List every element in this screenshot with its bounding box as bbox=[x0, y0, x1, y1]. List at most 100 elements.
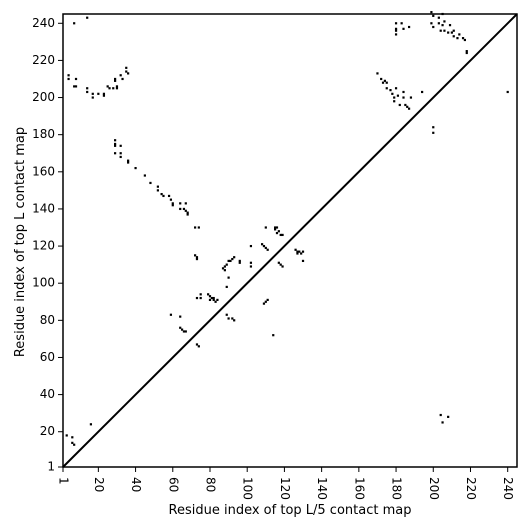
contact-point bbox=[249, 261, 253, 264]
x-axis-ticks: 1 20 40 60 80 100 120 140 160 180 200 220 240 bbox=[57, 467, 515, 500]
contact-point bbox=[91, 92, 94, 95]
contact-point bbox=[106, 85, 109, 88]
contact-point bbox=[402, 90, 405, 94]
contact-point bbox=[115, 87, 119, 90]
contact-point bbox=[195, 256, 199, 259]
contact-point bbox=[119, 74, 122, 77]
contact-point bbox=[179, 315, 182, 318]
diagonal-line bbox=[62, 13, 518, 468]
contact-point bbox=[134, 166, 137, 170]
contact-point bbox=[396, 94, 400, 97]
contact-point bbox=[437, 22, 440, 25]
contact-point bbox=[71, 436, 74, 439]
contact-point bbox=[195, 296, 199, 300]
contact-point bbox=[266, 298, 269, 302]
contact-point bbox=[73, 85, 76, 88]
contact-point bbox=[274, 226, 277, 229]
x-tick-label: 20 bbox=[92, 477, 106, 492]
contact-point bbox=[443, 20, 446, 23]
contact-point bbox=[264, 226, 267, 229]
contact-point bbox=[264, 300, 267, 303]
contact-point bbox=[149, 181, 152, 185]
contact-point bbox=[119, 144, 122, 147]
contact-point bbox=[114, 152, 117, 155]
contact-point bbox=[171, 204, 174, 207]
contact-point bbox=[65, 434, 68, 437]
contact-points bbox=[65, 11, 509, 446]
contact-point bbox=[184, 209, 187, 212]
contact-point bbox=[125, 70, 128, 73]
contact-point bbox=[450, 31, 453, 34]
contact-point bbox=[208, 298, 212, 302]
contact-point bbox=[229, 259, 232, 263]
contact-point bbox=[114, 139, 117, 142]
y-axis-label: Residue index of top L contact map bbox=[13, 127, 28, 357]
contact-point bbox=[197, 345, 200, 348]
contact-point bbox=[458, 33, 461, 36]
contact-point bbox=[227, 317, 230, 320]
contact-point bbox=[199, 293, 202, 296]
contact-point bbox=[115, 85, 119, 88]
contact-point bbox=[184, 330, 187, 333]
x-tick-label: 40 bbox=[129, 477, 143, 492]
contact-point bbox=[281, 233, 284, 237]
y-tick-label: 80 bbox=[40, 313, 55, 327]
contact-point bbox=[102, 92, 106, 95]
contact-point bbox=[300, 252, 303, 255]
contact-point bbox=[298, 250, 301, 253]
contact-point bbox=[437, 16, 440, 19]
contact-point bbox=[430, 11, 433, 14]
contact-point bbox=[461, 37, 465, 40]
contact-point bbox=[67, 77, 70, 81]
contact-point bbox=[447, 415, 450, 418]
contact-point bbox=[389, 89, 392, 92]
contact-point bbox=[127, 72, 130, 75]
contact-point bbox=[381, 81, 385, 84]
contact-point bbox=[394, 29, 398, 32]
y-tick-label: 60 bbox=[40, 350, 55, 364]
contact-point bbox=[402, 96, 405, 99]
contact-point bbox=[463, 38, 466, 42]
contact-point bbox=[97, 92, 100, 95]
contact-point bbox=[296, 252, 299, 255]
contact-point bbox=[447, 31, 450, 34]
contact-point bbox=[439, 29, 442, 32]
contact-point bbox=[180, 328, 184, 331]
contact-point bbox=[231, 257, 234, 261]
contact-point bbox=[385, 81, 388, 84]
contact-point bbox=[194, 254, 197, 257]
contact-point bbox=[167, 194, 171, 198]
y-tick-label: 200 bbox=[32, 90, 55, 104]
contact-point bbox=[216, 298, 219, 302]
contact-point bbox=[275, 226, 279, 229]
contact-point bbox=[121, 77, 124, 81]
y-tick-label: 160 bbox=[32, 164, 55, 178]
contact-point bbox=[195, 257, 199, 261]
contact-point bbox=[404, 103, 407, 107]
contact-point bbox=[402, 27, 405, 30]
contact-point bbox=[179, 207, 182, 211]
contact-point bbox=[238, 259, 241, 263]
contact-point bbox=[221, 267, 225, 270]
contact-point bbox=[409, 96, 413, 99]
contact-point bbox=[114, 79, 117, 82]
contact-point bbox=[195, 343, 199, 346]
contact-point bbox=[169, 313, 173, 316]
contact-point bbox=[143, 174, 146, 177]
contact-point bbox=[212, 298, 215, 302]
contact-point bbox=[441, 24, 444, 27]
contact-point bbox=[376, 72, 379, 75]
contact-point bbox=[223, 269, 226, 272]
x-tick-label: 160 bbox=[352, 477, 366, 500]
x-tick-label: 1 bbox=[57, 477, 71, 485]
contact-point bbox=[67, 74, 70, 77]
contact-point bbox=[114, 144, 117, 147]
contact-point bbox=[127, 159, 130, 162]
contact-point bbox=[266, 248, 269, 251]
x-axis-label: Residue index of top L/5 contact map bbox=[169, 503, 412, 518]
contact-point bbox=[186, 213, 189, 216]
contact-point bbox=[262, 302, 266, 305]
contact-point bbox=[398, 103, 401, 107]
contact-point bbox=[210, 296, 213, 300]
